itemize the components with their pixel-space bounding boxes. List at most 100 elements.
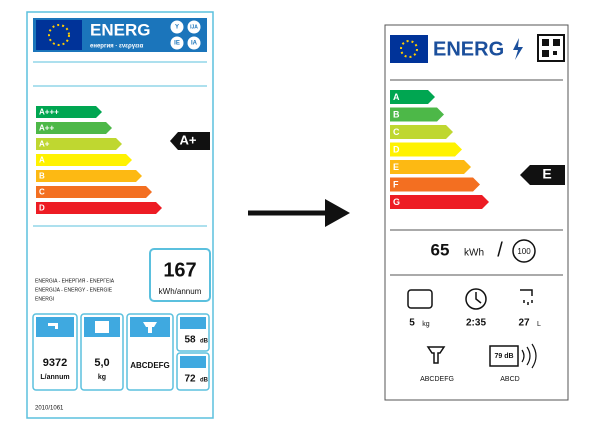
class-bar (36, 202, 162, 214)
capacity-box (80, 313, 124, 391)
consumption-unit: kWh/annum (159, 287, 202, 296)
icon-band (180, 317, 206, 329)
language-line: ENERGIJA - ENERGY - ENERGIE (35, 287, 113, 293)
water-box (32, 313, 78, 391)
class-label: F (393, 179, 399, 189)
regulation: 2010/1061 (35, 406, 64, 412)
separator: / (497, 239, 503, 261)
new-label: ENERG ABCDEFG E 65 kWh / 100 5 kg 2:35 2… (384, 24, 569, 401)
noise-class: ABCD (500, 376, 519, 383)
class-label: A (39, 156, 45, 165)
noise-value: 58 (184, 335, 196, 346)
consumption-value: 167 (163, 259, 196, 281)
capacity-value: 5 (409, 318, 415, 329)
water-unit: L (537, 321, 541, 328)
spin-icon (426, 346, 446, 364)
cycles-circle (512, 239, 536, 263)
lang-badge (170, 36, 184, 50)
class-label: D (393, 144, 400, 154)
class-label: C (393, 127, 400, 137)
kg-icon (95, 321, 109, 333)
class-label: B (393, 109, 400, 119)
qr-code (537, 34, 565, 62)
clock-hands (475, 292, 482, 304)
lang-text: IA (191, 41, 198, 47)
class-label: A++ (39, 124, 54, 133)
qr-code (542, 39, 549, 46)
shirt-icon (143, 322, 157, 333)
class-bar (390, 107, 444, 122)
capacity-unit: kg (98, 374, 106, 381)
lang-badge (187, 36, 201, 50)
cycles: 100 (517, 247, 531, 256)
class-label: B (39, 172, 45, 181)
header-band (430, 35, 528, 63)
noise-icon (489, 345, 519, 367)
class-label: D (39, 204, 45, 213)
spin-class: ABCDEFG (130, 361, 170, 370)
consumption-box (149, 248, 211, 302)
class-bar (36, 170, 142, 182)
class-label: A+++ (39, 108, 59, 117)
capacity-unit: kg (422, 321, 430, 328)
class-bar (390, 90, 435, 104)
class-label: E (393, 162, 399, 172)
spin-box (126, 313, 174, 391)
eu-stars (400, 40, 418, 58)
class-scale: ABCDEFG (390, 90, 489, 209)
header-subtitle: енергия · ενεργεια (90, 44, 144, 50)
lang-text: IE (174, 41, 180, 47)
noise-value: 72 (184, 374, 196, 385)
class-label: A+ (39, 140, 50, 149)
load-icon (407, 289, 433, 309)
water-unit: L/annum (40, 374, 69, 381)
water-value: 27 (518, 318, 530, 329)
rating: A+ (180, 132, 197, 147)
rating: E (542, 166, 551, 182)
class-bar (36, 154, 132, 166)
qr-code (553, 51, 557, 55)
icon-band (180, 356, 206, 368)
class-scale: A+++ A++ A+ ABCD (36, 106, 162, 214)
qr-code (542, 50, 549, 57)
noise-box (176, 352, 210, 391)
tap-icon (48, 323, 58, 329)
capacity-value: 5,0 (94, 357, 109, 369)
tap-icon (520, 289, 533, 305)
class-bar (390, 177, 480, 192)
noise-box (176, 313, 210, 352)
rating-arrow (170, 132, 210, 150)
clock-icon (465, 288, 487, 310)
class-bar (390, 195, 489, 209)
language-line: ENERGI (35, 296, 54, 302)
old-label: ENERG енергия · ενεργεια Y IJA IE IA A++… (26, 11, 214, 419)
noise-unit: dB (200, 339, 209, 345)
language-line: ENERGIA - ЕНЕРГИЯ - ΕΝΕΡΓΕΙΑ (35, 278, 115, 284)
class-bar (390, 142, 462, 157)
class-bar (390, 125, 453, 139)
arrow-head (325, 199, 350, 227)
class-bar (36, 186, 152, 198)
class-bar (36, 106, 102, 118)
class-label: C (39, 188, 45, 197)
sound-waves (521, 343, 537, 369)
eu-flag (390, 35, 428, 63)
duration: 2:35 (466, 318, 486, 329)
rating-arrow (520, 165, 565, 185)
water-value: 9372 (43, 357, 67, 369)
eu-stars (48, 24, 70, 46)
class-bar (36, 138, 122, 150)
noise: 79 dB (494, 353, 513, 360)
qr-code (553, 39, 560, 46)
transition-arrow (248, 199, 350, 227)
spin-class: ABCDEFG (420, 376, 454, 383)
header-title: ENERG (90, 20, 150, 39)
consumption-value: 65 (431, 240, 450, 259)
bolt-icon (513, 38, 523, 60)
lang-badge (170, 20, 184, 34)
header-title: ENERG (433, 38, 504, 60)
noise-unit: dB (200, 378, 209, 384)
class-label: G (393, 197, 400, 207)
